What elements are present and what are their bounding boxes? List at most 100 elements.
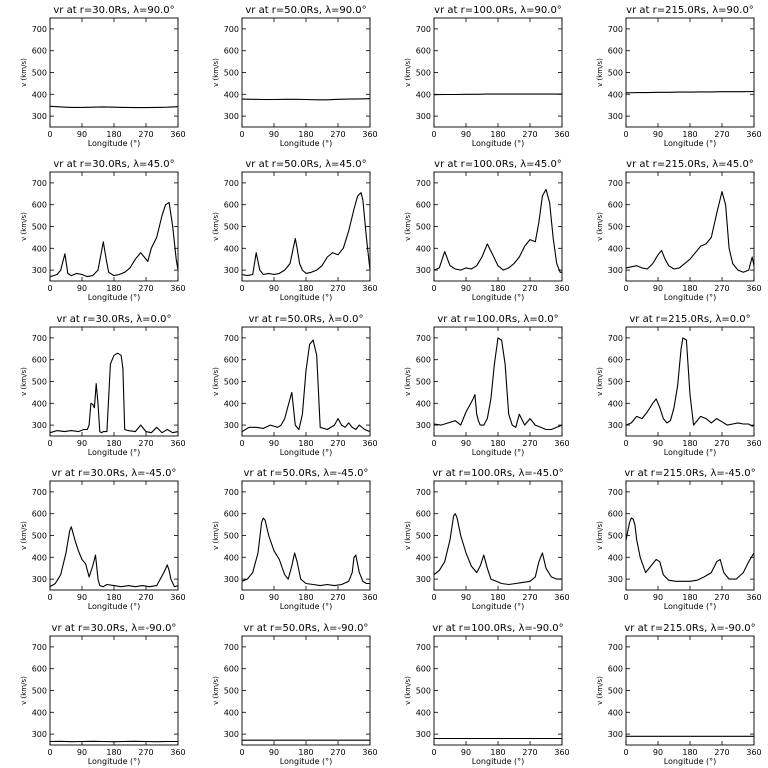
y-tick-label: 400	[608, 708, 623, 717]
panel-title: vr at r=215.0Rs, λ=90.0°	[626, 5, 754, 16]
y-tick-label: 700	[608, 488, 623, 497]
x-tick-label: 180	[682, 593, 697, 602]
axes-frame	[433, 635, 563, 746]
x-tick-label: 360	[362, 748, 377, 757]
x-tick-label: 270	[330, 593, 345, 602]
y-axis-label: v (km/s)	[404, 521, 412, 550]
y-axis-label: v (km/s)	[596, 212, 604, 241]
y-axis-label: v (km/s)	[20, 676, 28, 705]
series-line	[49, 526, 179, 588]
panel-4: vr at r=215.0Rs, λ=90.0° 0 90 180 270 360 300 4…	[596, 5, 762, 148]
axes-frame	[49, 326, 179, 437]
axes-frame	[433, 17, 563, 128]
panel-title: vr at r=100.0Rs, λ=90.0°	[434, 5, 562, 16]
x-axis-label: Longitude (°)	[664, 602, 717, 611]
y-tick-label: 700	[416, 25, 431, 34]
y-tick-label: 300	[32, 421, 47, 430]
x-tick-label: 0	[431, 593, 436, 602]
x-axis-label: Longitude (°)	[664, 139, 717, 148]
x-tick-label: 360	[362, 284, 377, 293]
y-tick-label: 600	[416, 356, 431, 365]
x-axis-label: Longitude (°)	[472, 757, 525, 766]
y-tick-label: 300	[608, 421, 623, 430]
series-line	[625, 337, 755, 427]
x-tick-label: 270	[522, 593, 537, 602]
panel-18: vr at r=50.0Rs, λ=-90.0° 0 90 180 270 360 300 4…	[212, 623, 378, 766]
y-tick-label: 500	[224, 687, 239, 696]
x-tick-label: 180	[106, 284, 121, 293]
series-line	[49, 352, 179, 434]
y-tick-label: 700	[608, 179, 623, 188]
panel-9: vr at r=30.0Rs, λ=0.0° 0 90 180 270 360 300 400…	[20, 314, 186, 457]
y-axis-label: v (km/s)	[596, 521, 604, 550]
panel-title: vr at r=100.0Rs, λ=0.0°	[437, 314, 558, 325]
y-tick-label: 300	[416, 421, 431, 430]
x-tick-label: 90	[77, 439, 87, 448]
y-tick-label: 700	[224, 643, 239, 652]
y-tick-label: 500	[416, 69, 431, 78]
x-tick-label: 180	[490, 130, 505, 139]
x-axis-label: Longitude (°)	[88, 293, 141, 302]
panel-1: vr at r=30.0Rs, λ=90.0° 0 90 180 270 360 300 40…	[20, 5, 186, 148]
y-tick-label: 500	[224, 69, 239, 78]
y-tick-label: 700	[416, 334, 431, 343]
x-tick-label: 360	[170, 130, 185, 139]
panel-title: vr at r=50.0Rs, λ=-90.0°	[244, 623, 369, 634]
x-tick-label: 90	[269, 439, 279, 448]
y-tick-label: 600	[224, 201, 239, 210]
y-tick-label: 300	[224, 266, 239, 275]
y-tick-label: 400	[224, 90, 239, 99]
x-tick-label: 180	[490, 439, 505, 448]
x-tick-label: 0	[623, 130, 628, 139]
x-tick-label: 0	[431, 748, 436, 757]
x-tick-label: 0	[431, 130, 436, 139]
x-tick-label: 180	[298, 130, 313, 139]
x-tick-label: 180	[298, 284, 313, 293]
x-tick-label: 0	[431, 284, 436, 293]
y-tick-label: 300	[608, 266, 623, 275]
y-tick-label: 700	[224, 488, 239, 497]
x-tick-label: 90	[461, 748, 471, 757]
panel-15: vr at r=100.0Rs, λ=-45.0° 0 90 180 270 360 300…	[404, 468, 570, 611]
x-tick-label: 180	[682, 748, 697, 757]
axes-frame	[625, 635, 755, 746]
y-tick-label: 700	[32, 25, 47, 34]
x-axis-label: Longitude (°)	[280, 602, 333, 611]
y-tick-label: 400	[224, 553, 239, 562]
y-tick-label: 300	[32, 266, 47, 275]
axes-frame	[49, 635, 179, 746]
x-tick-label: 360	[554, 439, 569, 448]
axes-frame	[625, 326, 755, 437]
x-tick-label: 180	[682, 439, 697, 448]
panel-5: vr at r=30.0Rs, λ=45.0° 0 90 180 270 360 300 40…	[20, 159, 186, 302]
x-tick-label: 180	[106, 593, 121, 602]
x-tick-label: 360	[554, 130, 569, 139]
x-tick-label: 90	[269, 748, 279, 757]
x-tick-label: 180	[490, 748, 505, 757]
y-tick-label: 300	[608, 575, 623, 584]
x-tick-label: 270	[522, 748, 537, 757]
y-tick-label: 400	[416, 90, 431, 99]
x-tick-label: 90	[77, 593, 87, 602]
x-tick-label: 270	[138, 748, 153, 757]
y-tick-label: 400	[32, 90, 47, 99]
series-line	[241, 192, 371, 277]
x-tick-label: 360	[746, 130, 761, 139]
y-axis-label: v (km/s)	[212, 676, 220, 705]
y-tick-label: 500	[32, 532, 47, 541]
x-tick-label: 270	[522, 130, 537, 139]
axes-frame	[241, 480, 371, 591]
panel-title: vr at r=215.0Rs, λ=-45.0°	[624, 468, 755, 479]
panel-title: vr at r=50.0Rs, λ=0.0°	[249, 314, 364, 325]
x-tick-label: 180	[106, 748, 121, 757]
x-tick-label: 0	[623, 593, 628, 602]
y-tick-label: 600	[32, 510, 47, 519]
x-tick-label: 270	[330, 284, 345, 293]
y-tick-label: 300	[224, 421, 239, 430]
y-tick-label: 400	[416, 399, 431, 408]
panel-title: vr at r=50.0Rs, λ=90.0°	[245, 5, 366, 16]
x-axis-label: Longitude (°)	[88, 757, 141, 766]
y-tick-label: 300	[224, 112, 239, 121]
series-line	[49, 201, 179, 278]
x-tick-label: 270	[138, 593, 153, 602]
